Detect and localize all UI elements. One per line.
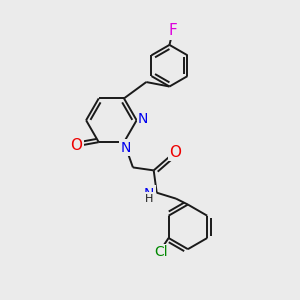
Text: F: F [169, 23, 178, 38]
Text: O: O [70, 138, 83, 153]
Text: O: O [169, 145, 181, 160]
Text: Cl: Cl [154, 245, 168, 259]
Text: N: N [144, 187, 154, 201]
Text: N: N [120, 140, 131, 154]
Text: H: H [145, 194, 153, 204]
Text: N: N [138, 112, 148, 126]
